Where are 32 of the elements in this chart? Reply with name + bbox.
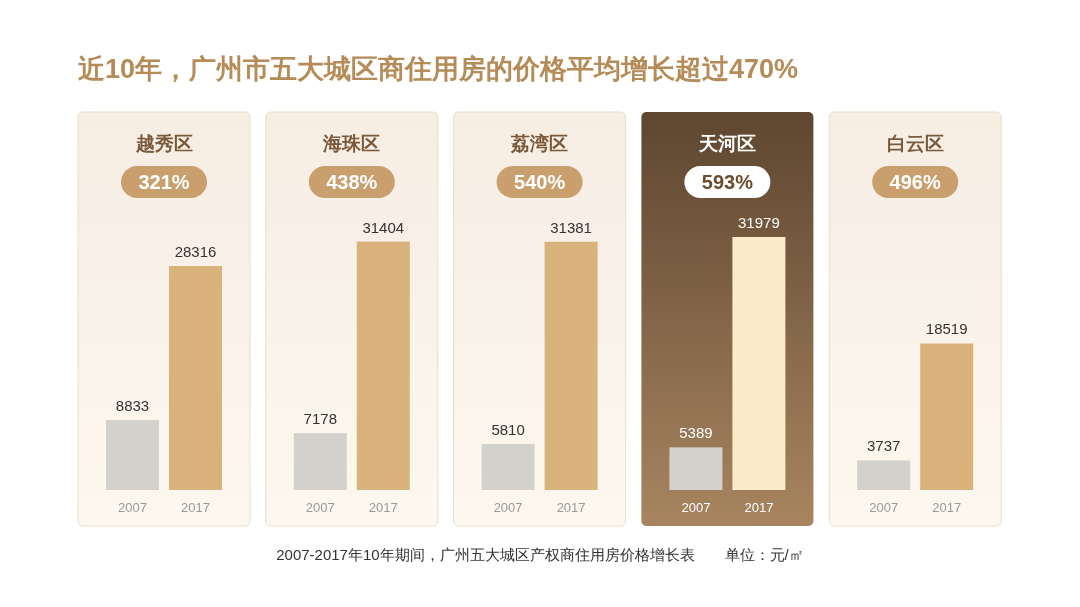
x-tick-label: 2017 xyxy=(744,500,774,515)
x-tick-label: 2007 xyxy=(869,500,899,515)
x-tick-label: 2007 xyxy=(305,500,335,515)
text: 593% xyxy=(701,171,754,193)
data-label: 8833 xyxy=(115,397,150,415)
x-tick-label: 2007 xyxy=(118,500,147,515)
chart-title: 海珠区 xyxy=(322,133,381,154)
data-label: 3737 xyxy=(867,437,901,455)
data-label: 5389 xyxy=(679,424,713,442)
x-tick-label: 2017 xyxy=(556,500,586,515)
text: 496% xyxy=(889,171,941,193)
text: 近10年，广州市五大城区商住用房的价格平均增长超过470% xyxy=(78,54,799,84)
text: 540% xyxy=(514,171,566,193)
data-label: 28316 xyxy=(174,242,217,260)
data-label: 31404 xyxy=(362,218,405,236)
chart-title: 越秀区 xyxy=(134,133,193,154)
chart-title: 荔湾区 xyxy=(510,133,569,154)
chart-title: 白云区 xyxy=(886,133,944,154)
text: 2007-2017年10年期间，广州五大城区产权商住用房价格增长表 单位：元/㎡ xyxy=(276,546,804,563)
x-tick-label: 2017 xyxy=(181,500,210,515)
data-label: 31381 xyxy=(550,218,592,236)
text: 321% xyxy=(138,171,190,193)
x-tick-label: 2017 xyxy=(932,500,962,515)
data-label: 18519 xyxy=(925,320,968,338)
data-label: 5810 xyxy=(491,421,525,439)
data-label: 31979 xyxy=(738,214,780,231)
text: 438% xyxy=(326,171,378,193)
x-tick-label: 2007 xyxy=(493,500,523,515)
x-tick-label: 2007 xyxy=(681,500,711,515)
data-label: 7178 xyxy=(303,410,337,428)
chart-title: 天河区 xyxy=(697,133,756,154)
x-tick-label: 2017 xyxy=(368,500,398,515)
